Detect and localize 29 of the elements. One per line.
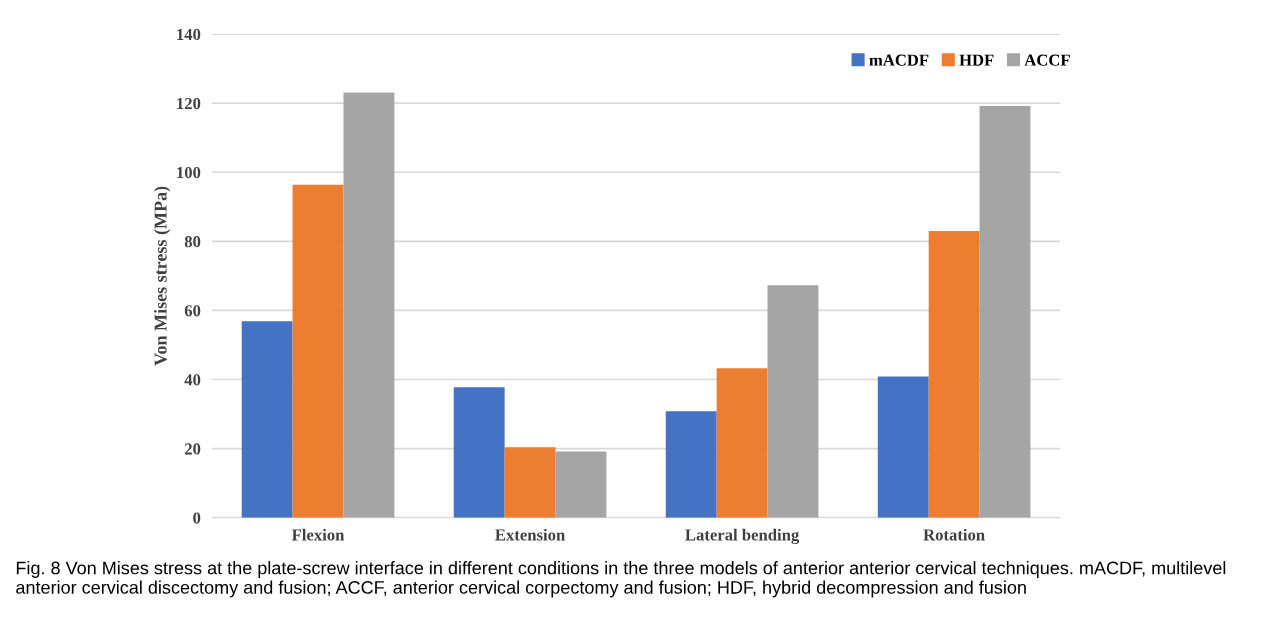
bar bbox=[928, 230, 980, 518]
y-axis-title: Von Mises stress (MPa) bbox=[153, 186, 171, 366]
bar bbox=[241, 321, 293, 518]
y-tick-label: 60 bbox=[184, 305, 201, 317]
bar bbox=[555, 451, 607, 518]
bar bbox=[343, 92, 395, 518]
bar bbox=[877, 376, 929, 518]
bar bbox=[665, 411, 717, 518]
x-tick-label: Flexion bbox=[291, 528, 345, 541]
y-tick-label: 120 bbox=[177, 97, 201, 110]
legend-label: ACCF bbox=[1024, 54, 1070, 66]
bar bbox=[453, 387, 505, 518]
caption: Fig. 8 Von Mises stress at the plate-screw interface in different conditions in the three models of anterior anterior cervical techniques. mACDF, multilevel anterior cervical discectomy and fusion; ACCF, anterior cervical corpectomy and fusion; HDF, hybrid decompression and fusion bbox=[16, 561, 1226, 598]
bar bbox=[504, 447, 556, 518]
bar bbox=[979, 105, 1031, 518]
y-tick-label: 140 bbox=[177, 28, 201, 41]
bar bbox=[716, 368, 768, 518]
y-tick-label: 100 bbox=[177, 166, 201, 179]
x-tick-label: Rotation bbox=[923, 528, 985, 541]
x-tick-label: Lateral bending bbox=[685, 528, 800, 545]
bar bbox=[767, 285, 819, 518]
y-tick-label: 0 bbox=[193, 512, 201, 524]
y-tick-label: 40 bbox=[184, 374, 201, 386]
legend-label: HDF bbox=[959, 54, 994, 66]
y-tick-label: 80 bbox=[184, 236, 201, 248]
legend-label: mACDF bbox=[869, 54, 929, 66]
bar bbox=[292, 184, 344, 518]
x-tick-label: Extension bbox=[495, 528, 565, 541]
y-tick-label: 20 bbox=[184, 443, 201, 455]
